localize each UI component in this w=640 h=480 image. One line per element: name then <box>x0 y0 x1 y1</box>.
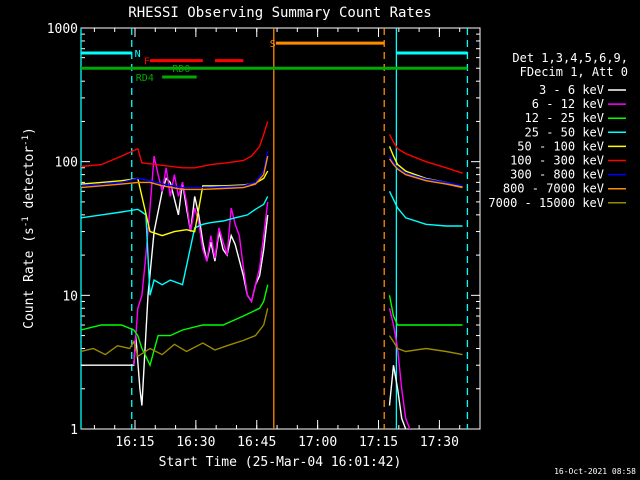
series-line <box>81 196 269 296</box>
series-line <box>81 150 269 189</box>
y-tick-label: 1000 <box>47 22 78 37</box>
legend-entry-label: 100 - 300 keV <box>510 154 604 168</box>
flag-label: N <box>135 49 141 60</box>
x-tick-label: 16:15 <box>115 435 154 450</box>
legend-entry-label: 50 - 100 keV <box>517 139 604 153</box>
plot-area: 1000 100 10 1 16:15 16:30 16:45 17:00 17:15 17:30… <box>47 22 481 450</box>
series-line <box>388 295 463 326</box>
y-axis-label-part: Count Rate (s <box>22 227 37 329</box>
x-tick-label: 17:15 <box>359 435 398 450</box>
y-axis-label: Count Rate (s-1 detector-1) <box>21 127 37 329</box>
y-tick-label: 10 <box>62 289 78 304</box>
series-line <box>133 155 269 366</box>
x-tick-label: 17:30 <box>420 435 459 450</box>
legend-header: Det 1,3,4,5,6,9, <box>512 51 628 65</box>
legend-header: FDecim 1, Att 0 <box>520 65 628 79</box>
legend-entry-label: 6 - 12 keV <box>532 97 604 111</box>
series-line <box>81 308 269 358</box>
legend-entry-label: 3 - 6 keV <box>539 83 604 97</box>
chart-title: RHESSI Observing Summary Count Rates <box>128 5 431 21</box>
series-line <box>388 158 463 189</box>
series-line <box>388 155 463 187</box>
series-line <box>388 365 407 429</box>
y-tick-label: 1 <box>70 423 78 438</box>
y-tick-label: 100 <box>55 156 78 171</box>
flag-label: S <box>270 39 276 50</box>
y-axis-label-part: detector <box>22 146 37 217</box>
legend: Det 1,3,4,5,6,9,FDecim 1, Att 0 3 - 6 keV… <box>488 51 628 210</box>
series-line <box>388 134 463 174</box>
y-axis-label-part: -1 <box>21 135 31 146</box>
y-axis-label-part: ) <box>22 127 37 135</box>
flag-label: RD4 <box>136 73 154 84</box>
x-tick-label: 16:45 <box>237 435 276 450</box>
y-axis-label-text: Count Rate (s-1 detector-1) <box>21 127 37 329</box>
series-line <box>388 308 411 429</box>
legend-entry-label: 25 - 50 keV <box>525 125 604 139</box>
flag-label: F <box>144 57 150 68</box>
y-axis-label-part: -1 <box>21 216 31 227</box>
series-line <box>388 335 463 356</box>
legend-entry-label: 300 - 800 keV <box>510 168 604 182</box>
legend-entry-label: 7000 - 15000 keV <box>488 196 604 210</box>
series-line <box>81 121 269 169</box>
series-line <box>81 155 269 191</box>
flag-label: RD0 <box>172 64 190 75</box>
legend-entry-label: 800 - 7000 keV <box>503 182 604 196</box>
generation-timestamp: 16-Oct-2021 08:58 <box>554 467 636 476</box>
x-tick-label: 17:00 <box>298 435 337 450</box>
x-axis-label: Start Time (25-Mar-04 16:01:42) <box>159 455 402 470</box>
series-line <box>81 284 269 368</box>
legend-entry-label: 12 - 25 keV <box>525 111 604 125</box>
x-tick-label: 16:30 <box>176 435 215 450</box>
series-line <box>388 190 463 227</box>
